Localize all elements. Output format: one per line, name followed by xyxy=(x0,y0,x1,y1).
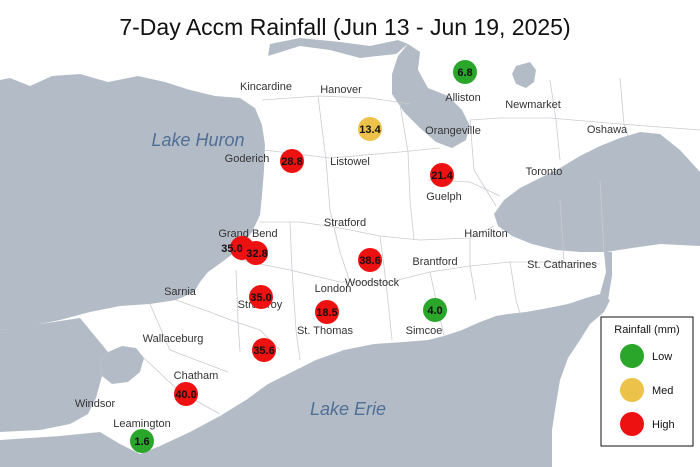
station-markers: 6.8 13.4 28.8 21.4 35.0 32.8 38.6 35.0 xyxy=(130,60,477,453)
station-dot xyxy=(174,382,198,406)
place-label-alliston: Alliston xyxy=(445,92,480,104)
station-marker-chatham: 40.0 xyxy=(174,382,198,406)
georgian-bay-north xyxy=(268,38,408,58)
place-label-goderich: Goderich xyxy=(225,153,270,165)
station-value: 6.8 xyxy=(457,67,472,79)
lake-erie xyxy=(0,294,610,467)
place-label-simcoe: Simcoe xyxy=(406,325,443,337)
station-value: 21.4 xyxy=(431,170,453,182)
station-dot xyxy=(315,300,339,324)
place-label-woodstock: Woodstock xyxy=(345,277,400,289)
legend-swatch xyxy=(620,378,644,402)
place-label-st-catharines: St. Catharines xyxy=(527,259,597,271)
place-label-chatham: Chatham xyxy=(174,370,219,382)
station-value: 40.0 xyxy=(175,389,196,401)
georgian-bay xyxy=(392,44,470,148)
legend-item-med: Med xyxy=(620,378,673,402)
place-label-sarnia: Sarnia xyxy=(164,286,197,298)
station-dot xyxy=(252,338,276,362)
legend-item-high: High xyxy=(620,412,675,436)
legend: Rainfall (mm) Low Med High xyxy=(600,316,694,447)
station-marker-orangeville: 13.4 xyxy=(358,117,382,141)
station-value: 18.5 xyxy=(316,307,337,319)
place-label-orangeville: Orangeville xyxy=(425,125,481,137)
station-value: 35.6 xyxy=(253,345,274,357)
river-strip xyxy=(0,318,108,432)
lake-huron-label: Lake Huron xyxy=(151,130,244,150)
lake-huron xyxy=(0,74,265,330)
legend-label: High xyxy=(652,419,675,431)
station-marker-woodstock: 38.6 xyxy=(358,248,382,272)
place-label-hamilton: Hamilton xyxy=(464,228,507,240)
lake-ontario xyxy=(494,132,700,252)
place-label-london: London xyxy=(315,283,352,295)
place-label-wallaceburg: Wallaceburg xyxy=(143,333,204,345)
station-marker-goderich: 28.8 xyxy=(280,149,304,173)
station-dot xyxy=(423,298,447,322)
place-label-windsor: Windsor xyxy=(75,398,116,410)
station-marker-simcoe: 4.0 xyxy=(423,298,447,322)
station-value: 38.6 xyxy=(359,255,380,267)
lake-simcoe xyxy=(512,62,536,88)
lake-erie-label: Lake Erie xyxy=(310,399,386,419)
station-dot xyxy=(280,149,304,173)
station-dot xyxy=(249,285,273,309)
station-marker-ridgetown: 35.6 xyxy=(252,338,276,362)
place-label-listowel: Listowel xyxy=(330,156,370,168)
station-marker-grand-bend-b: 35.0 32.8 xyxy=(221,241,268,265)
station-value: 28.8 xyxy=(281,156,302,168)
map-title: 7-Day Accm Rainfall (Jun 13 - Jun 19, 20… xyxy=(119,14,570,40)
lake-st-clair xyxy=(100,346,144,384)
station-marker-alliston: 6.8 xyxy=(453,60,477,84)
station-value: 4.0 xyxy=(427,305,442,317)
legend-swatch xyxy=(620,344,644,368)
place-label-st-thomas: St. Thomas xyxy=(297,325,354,337)
station-value: 35.0 xyxy=(250,292,271,304)
station-dot xyxy=(430,163,454,187)
station-value: 35.0 xyxy=(221,243,242,255)
station-dot xyxy=(453,60,477,84)
station-marker-strathroy: 35.0 xyxy=(249,285,273,309)
station-value: 13.4 xyxy=(359,124,381,136)
station-marker-guelph: 21.4 xyxy=(430,163,454,187)
place-label-leamington: Leamington xyxy=(113,418,171,430)
legend-label: Med xyxy=(652,385,673,397)
legend-box xyxy=(600,316,694,447)
place-label-toronto: Toronto xyxy=(526,166,563,178)
legend-title: Rainfall (mm) xyxy=(614,324,679,336)
place-label-brantford: Brantford xyxy=(412,256,457,268)
station-dot xyxy=(130,429,154,453)
place-label-kincardine: Kincardine xyxy=(240,81,292,93)
station-dot xyxy=(358,117,382,141)
niagara-river xyxy=(600,252,612,300)
station-marker-leamington: 1.6 xyxy=(130,429,154,453)
legend-label: Low xyxy=(652,351,672,363)
legend-item-low: Low xyxy=(620,344,672,368)
legend-swatch xyxy=(620,412,644,436)
place-label-oshawa: Oshawa xyxy=(587,124,628,136)
place-label-stratford: Stratford xyxy=(324,217,366,229)
place-label-guelph: Guelph xyxy=(426,191,461,203)
place-label-newmarket: Newmarket xyxy=(505,99,561,111)
place-labels: Kincardine Hanover Alliston Newmarket Or… xyxy=(75,81,628,430)
station-value: 1.6 xyxy=(134,436,149,448)
station-dot xyxy=(358,248,382,272)
place-label-grand-bend: Grand Bend xyxy=(218,228,277,240)
station-marker-st-thomas: 18.5 xyxy=(315,300,339,324)
place-label-hanover: Hanover xyxy=(320,84,362,96)
station-value: 32.8 xyxy=(246,248,267,260)
station-dot xyxy=(244,241,268,265)
